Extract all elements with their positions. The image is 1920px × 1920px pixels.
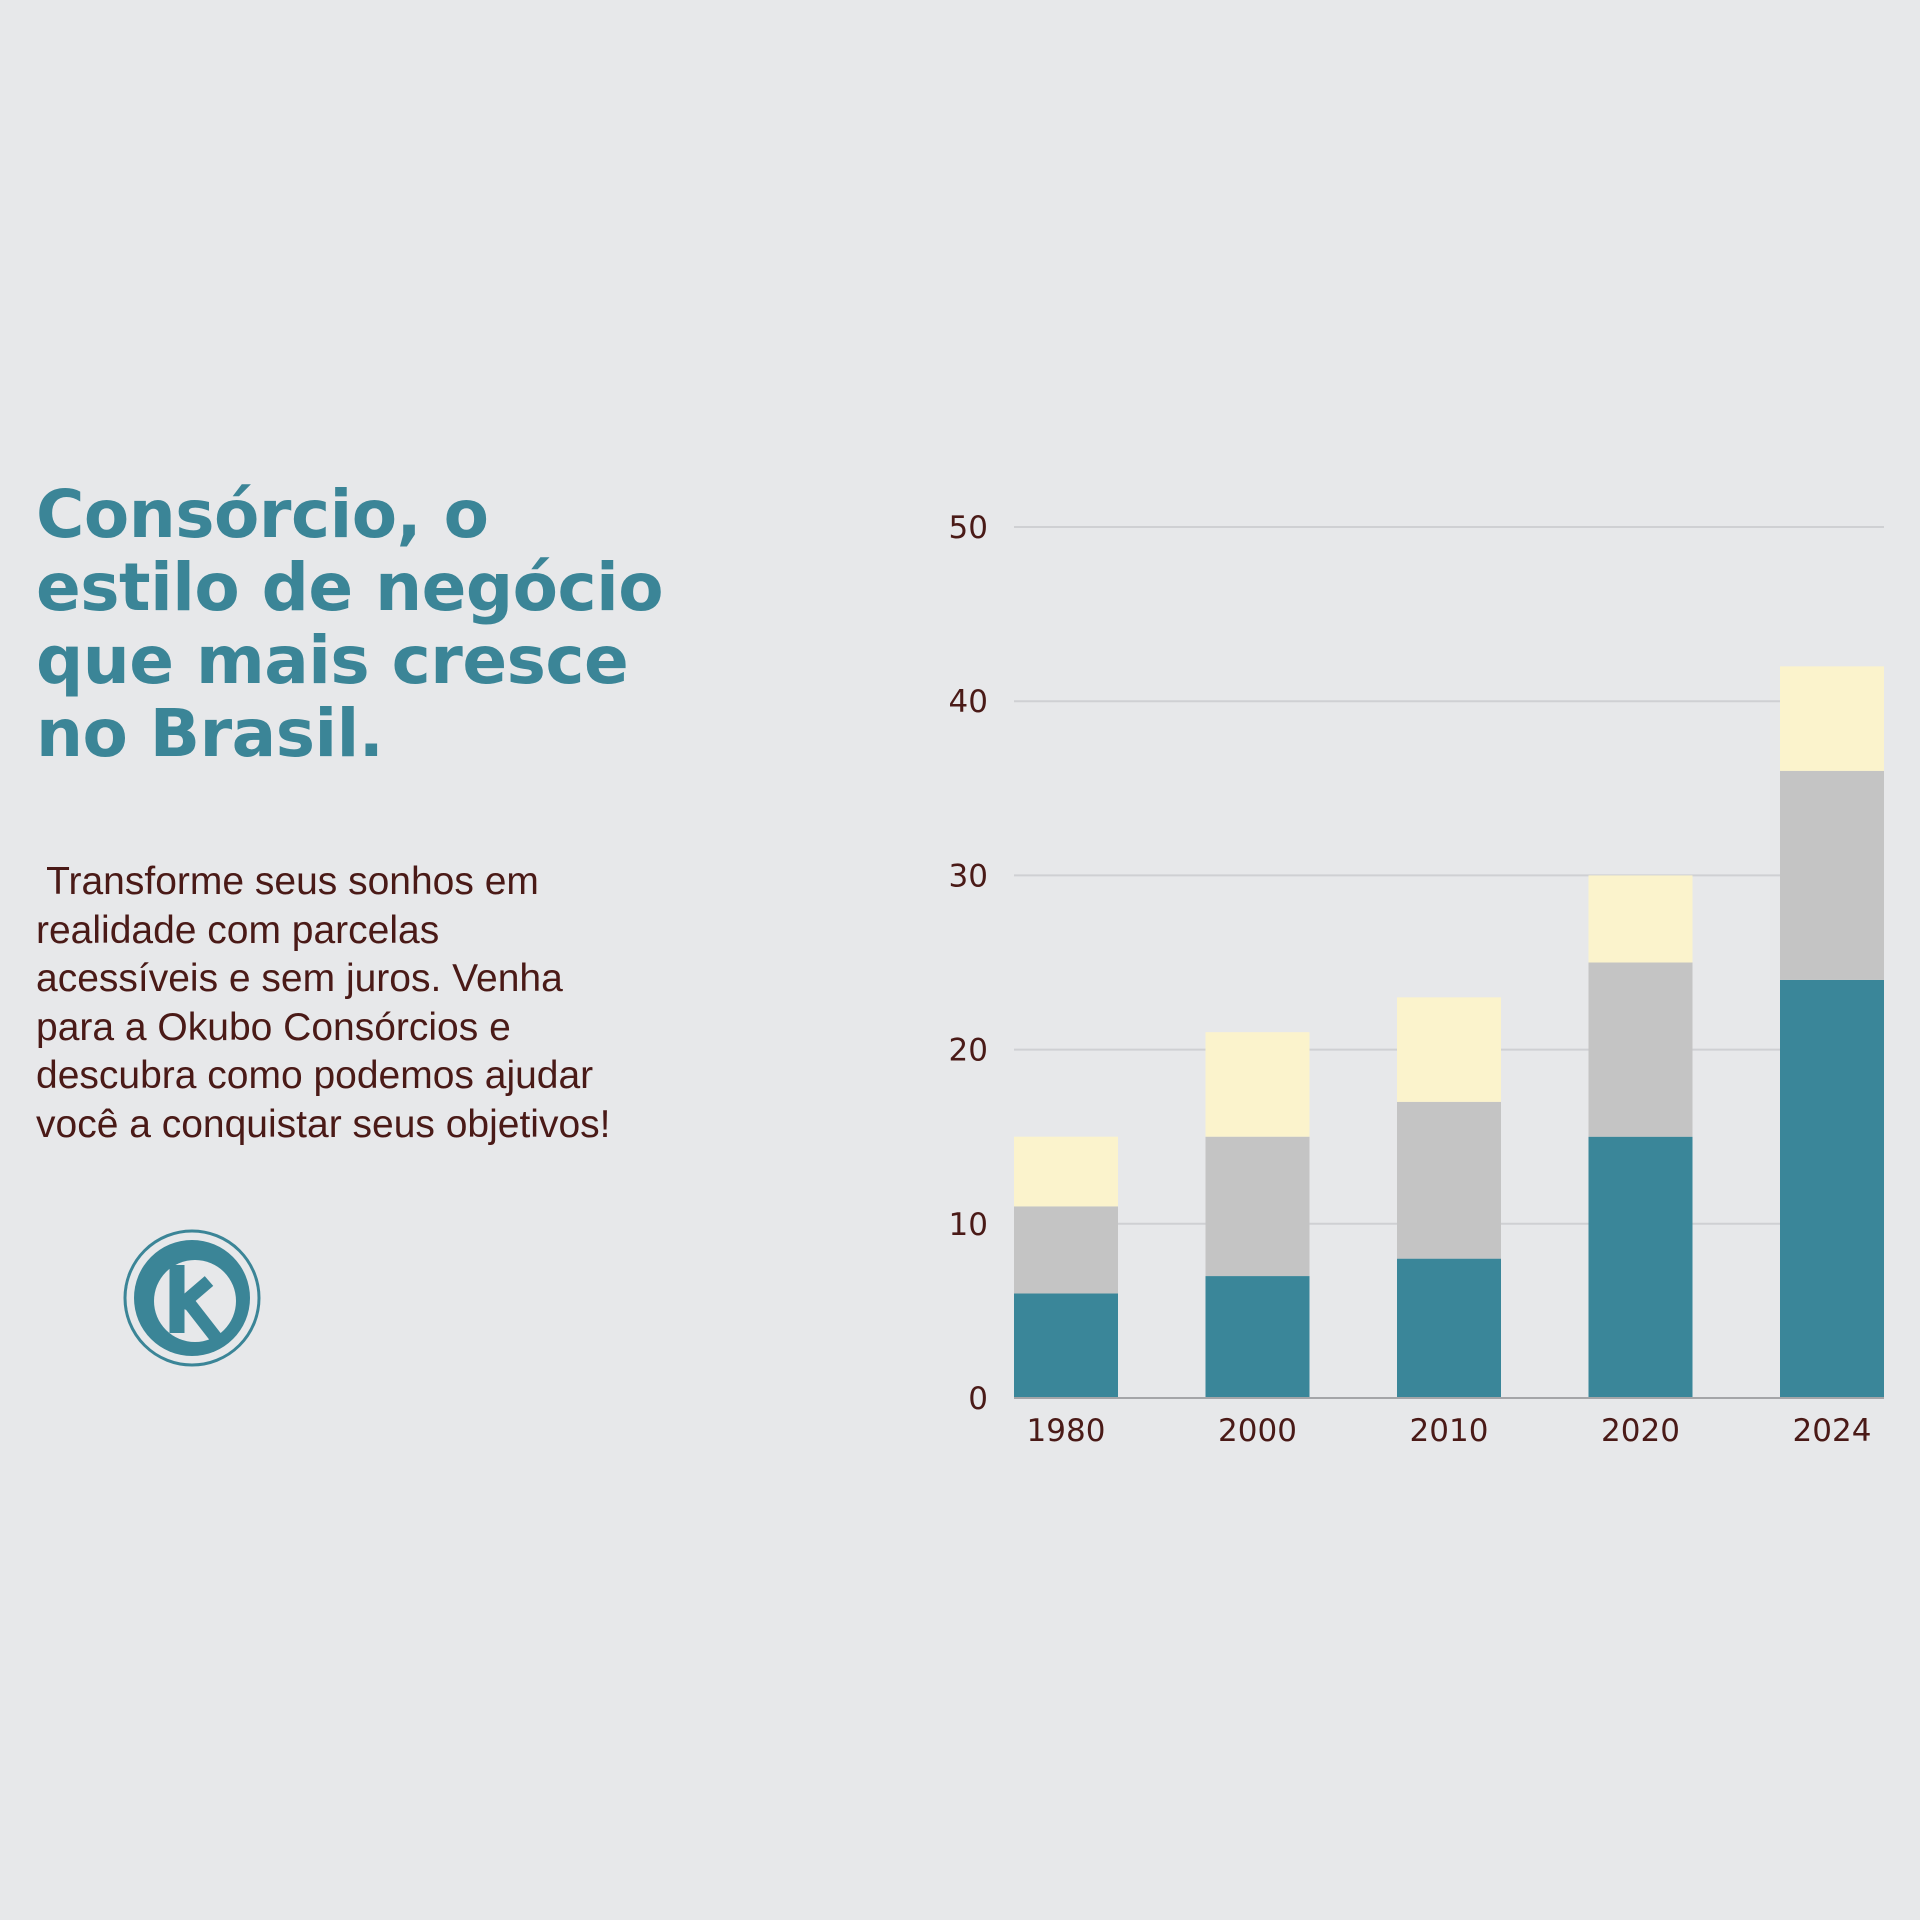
bar-segment: [1780, 666, 1884, 771]
y-tick-label: 30: [949, 858, 988, 894]
bar-segment: [1397, 1258, 1501, 1398]
x-tick-label: 2020: [1601, 1413, 1680, 1449]
body-line: descubra como podemos ajudar: [36, 1054, 594, 1097]
bar-segment: [1397, 997, 1501, 1102]
bar-segment: [1588, 1136, 1693, 1398]
okubo-k-logo-icon: [123, 1229, 261, 1367]
x-tick-label: 2010: [1410, 1413, 1489, 1449]
bar-segment: [1205, 1136, 1310, 1277]
body-line: Transforme seus sonhos em: [36, 860, 539, 903]
bar-segment: [1205, 1032, 1310, 1137]
y-tick-label: 50: [949, 510, 988, 546]
body-paragraph: Transforme seus sonhos em realidade com …: [36, 858, 736, 1149]
bar-segment: [1014, 1136, 1118, 1207]
x-tick-label: 2000: [1218, 1413, 1297, 1449]
headline-line: Consórcio, o: [36, 476, 489, 553]
y-tick-label: 40: [949, 684, 988, 720]
headline: Consórcio, o estilo de negócio que mais …: [36, 478, 756, 770]
bar-segment: [1588, 962, 1693, 1137]
body-line: realidade com parcelas: [36, 908, 440, 952]
headline-line: estilo de negócio: [36, 549, 664, 626]
headline-line: que mais cresce: [36, 622, 629, 699]
bar-segment: [1014, 1293, 1118, 1398]
bar-segment: [1588, 875, 1693, 963]
x-tick-label: 1980: [1027, 1413, 1106, 1449]
bar-segment: [1397, 1101, 1501, 1259]
body-line: você a conquistar seus objetivos!: [36, 1102, 611, 1146]
body-line: para a Okubo Consórcios e: [36, 1005, 511, 1049]
body-line: acessíveis e sem juros. Venha: [36, 957, 563, 1000]
bar-segment: [1014, 1206, 1118, 1294]
bar-segment: [1780, 979, 1884, 1398]
y-tick-label: 0: [968, 1381, 988, 1417]
y-tick-label: 20: [949, 1033, 988, 1069]
headline-line: no Brasil.: [36, 695, 384, 772]
x-tick-label: 2024: [1793, 1413, 1872, 1449]
y-tick-label: 10: [949, 1207, 988, 1243]
bar-segment: [1780, 770, 1884, 980]
bar-segment: [1205, 1276, 1310, 1398]
